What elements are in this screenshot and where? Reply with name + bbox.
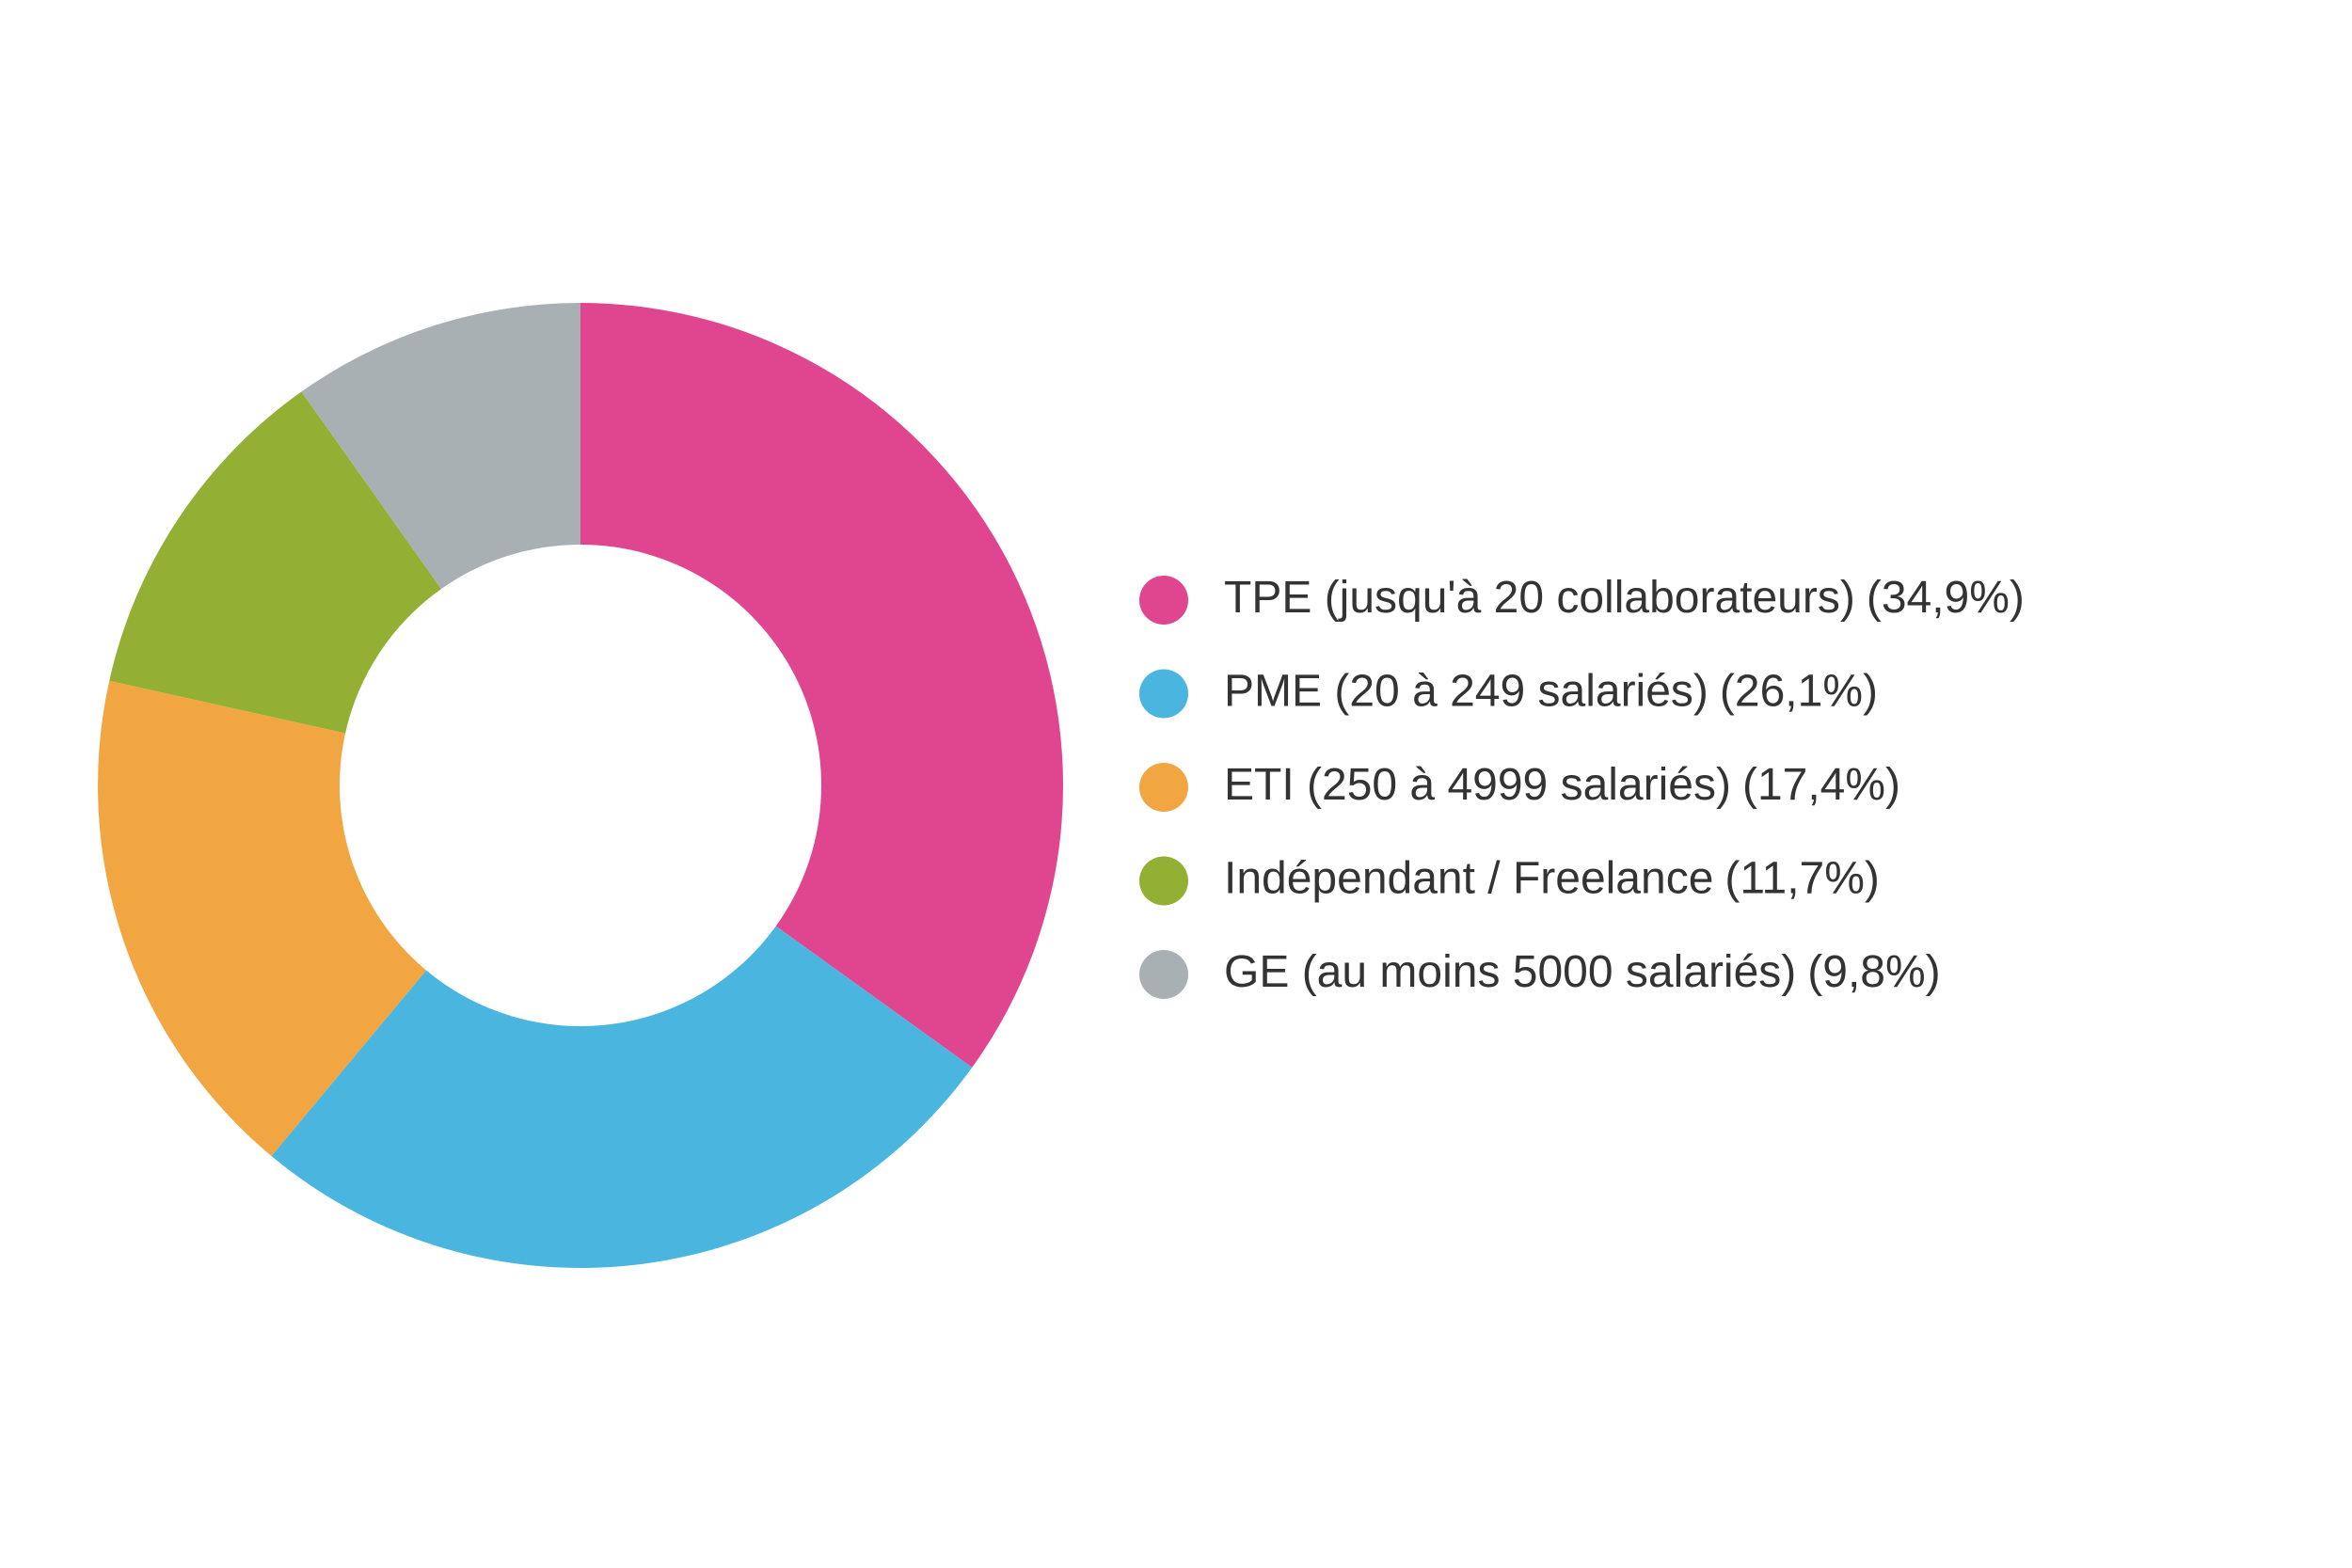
legend-name: PME (20 à 249 salariés): [1224, 666, 1708, 716]
legend-marker: [1139, 763, 1188, 812]
donut-slice: [580, 303, 1063, 1068]
legend-marker: [1139, 576, 1188, 625]
donut-slice: [97, 680, 427, 1157]
donut-slice: [301, 303, 580, 590]
legend-value: (26,1%): [1720, 666, 1878, 716]
legend-value: (9,8%): [1807, 947, 1940, 997]
legend-value: (17,4%): [1742, 760, 1900, 810]
legend-label: ETI (250 à 4999 salariés) (17,4%): [1224, 760, 1900, 810]
legend-name: TPE (jusqu'à 20 collaborateurs): [1224, 573, 1855, 623]
legend-value: (11,7%): [1724, 853, 1880, 903]
legend-label: GE (au moins 5000 salariés) (9,8%): [1224, 947, 1941, 997]
legend-name: GE (au moins 5000 salariés): [1224, 947, 1796, 997]
legend-name: ETI (250 à 4999 salariés): [1224, 760, 1731, 810]
legend-label: Indépendant / Freelance (11,7%): [1224, 853, 1880, 903]
donut-slice: [109, 391, 442, 734]
legend-label: PME (20 à 249 salariés) (26,1%): [1224, 666, 1878, 716]
legend-marker: [1139, 669, 1188, 719]
legend-value: (34,9%): [1867, 573, 2025, 623]
legend-marker: [1139, 950, 1188, 999]
donut-slice: [271, 926, 973, 1269]
legend-name: Indépendant / Freelance: [1224, 853, 1713, 903]
legend-label: TPE (jusqu'à 20 collaborateurs) (34,9%): [1224, 573, 2025, 623]
legend-marker: [1139, 856, 1188, 906]
